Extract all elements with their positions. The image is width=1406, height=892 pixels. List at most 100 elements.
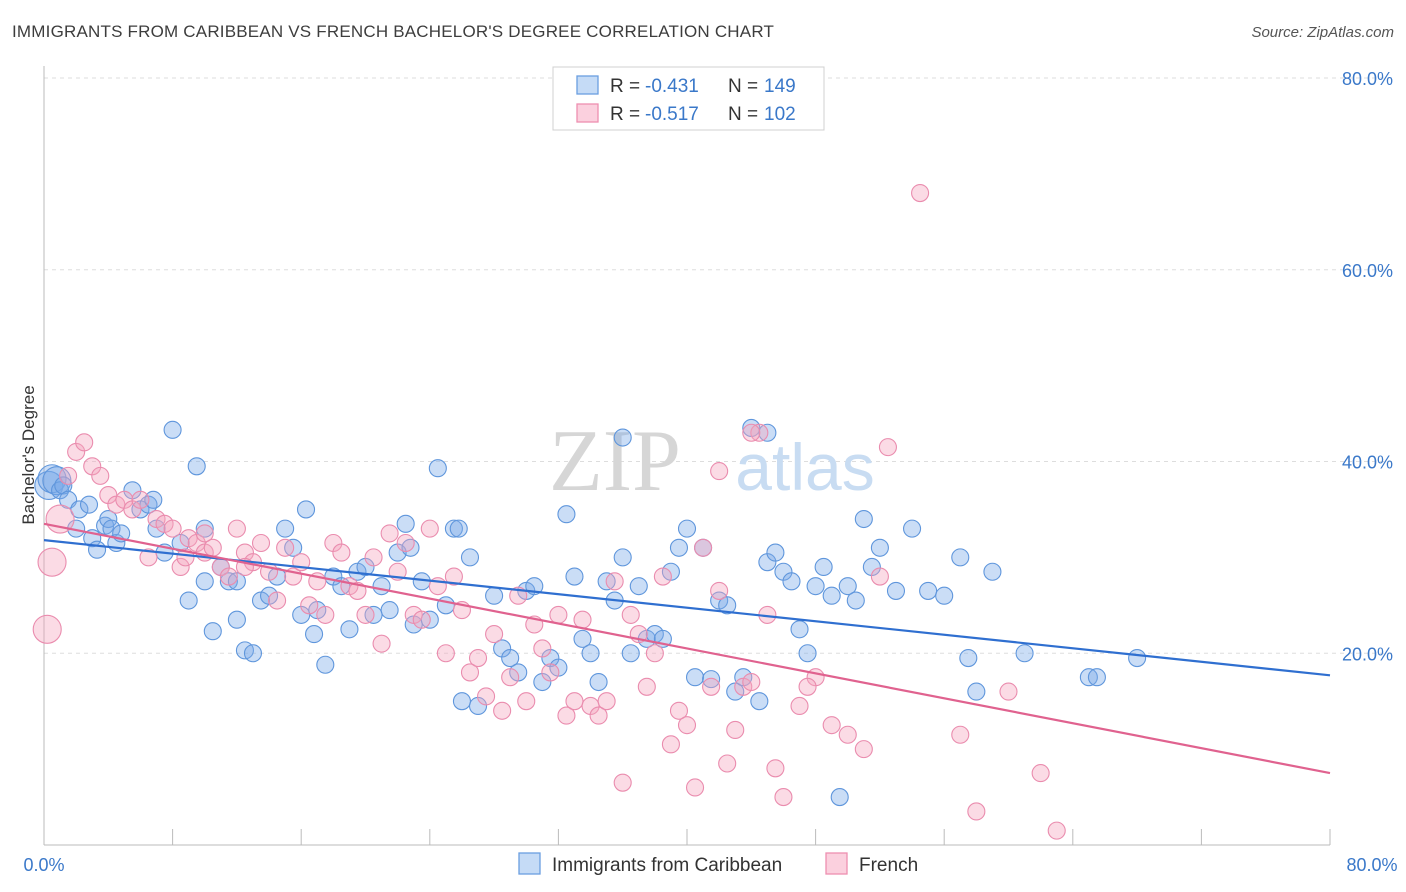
legend-swatch-blue [576,75,599,95]
point-caribbean [935,586,954,605]
point-caribbean [1087,668,1106,687]
point-caribbean [830,788,849,807]
y-tick-label: 80.0% [1342,69,1393,89]
point-caribbean [613,548,632,567]
y-tick-label: 60.0% [1342,261,1393,281]
point-french [227,519,246,538]
point-caribbean [187,457,206,476]
point-caribbean [886,581,906,600]
point-french [171,557,190,577]
point-caribbean [54,476,73,495]
point-french [774,788,793,807]
point-caribbean [589,672,608,692]
point-french [477,687,496,706]
point-french [742,423,761,442]
legend-swatch-pink [576,103,599,123]
point-caribbean [790,620,809,639]
point-caribbean [179,591,198,610]
point-caribbean [702,670,721,689]
point-caribbean [798,644,817,663]
point-caribbean [814,557,833,577]
point-caribbean [766,543,785,562]
point-french [493,701,512,720]
point-french [637,677,656,696]
point-french [348,581,367,600]
point-french [726,720,745,740]
point-caribbean [227,610,246,629]
point-caribbean [565,567,584,586]
point-caribbean [750,692,769,711]
point-caribbean [677,519,697,538]
point-caribbean [460,548,480,567]
point-caribbean [195,572,214,591]
point-french [276,538,295,557]
point-caribbean [87,540,107,559]
point-caribbean [854,509,873,529]
point-french [219,567,238,586]
point-french [645,644,664,663]
bottom-legend: Immigrants from Caribbean French [518,852,918,876]
point-french [541,663,560,682]
legend-r-label-1: R = [610,76,640,97]
point-caribbean [919,581,938,600]
point-french [870,567,889,586]
y-tick-label: 40.0% [1342,453,1393,473]
point-french [131,490,150,509]
data-points [32,184,1147,840]
point-french [268,591,287,610]
point-french [139,548,158,567]
point-caribbean [782,572,801,591]
point-caribbean [846,591,865,610]
point-french [195,524,214,543]
point-caribbean [557,505,576,524]
bottom-legend-label-french: French [859,855,918,876]
point-french [967,802,986,821]
point-french [573,610,592,629]
point-french [468,648,488,668]
point-french [396,533,415,553]
point-caribbean [340,620,359,639]
point-caribbean [316,655,335,674]
legend-box: R = -0.431 N = 149 R = -0.517 N = 102 [552,66,825,131]
point-french [332,543,351,562]
point-caribbean [444,519,463,538]
point-french [597,692,616,711]
point-french [420,519,439,538]
x-tick-label-max: 80.0% [1346,855,1397,875]
point-french [854,740,873,759]
point-french [436,644,455,663]
point-french [878,438,897,457]
point-caribbean [951,548,970,567]
point-french [32,614,62,644]
point-french [533,639,552,658]
point-caribbean [870,538,889,557]
point-french [669,701,689,720]
point-caribbean [144,490,163,509]
point-french [621,605,640,624]
point-caribbean [163,420,182,439]
point-caribbean [305,625,324,644]
tick-labels: 20.0% 40.0% 60.0% 80.0% 0.0% 80.0% [23,69,1397,875]
point-french [75,433,94,452]
point-caribbean [428,459,447,478]
point-caribbean [621,644,640,663]
point-caribbean [1015,644,1034,663]
point-french [251,533,271,553]
legend-n-label-2: N = [728,104,758,125]
point-caribbean [79,495,99,514]
legend-r-value-1: -0.431 [645,76,699,97]
point-french [694,538,713,557]
point-french [356,605,375,624]
point-french [661,735,680,754]
point-caribbean [967,682,986,701]
point-caribbean [276,519,295,538]
point-french [557,706,576,725]
legend-r-value-2: -0.517 [645,104,699,125]
point-caribbean [959,648,978,668]
point-caribbean [243,644,263,663]
chart-source: Source: ZipAtlas.com [1251,24,1394,41]
point-french [718,754,737,773]
point-french [300,596,319,615]
point-caribbean [203,622,222,641]
